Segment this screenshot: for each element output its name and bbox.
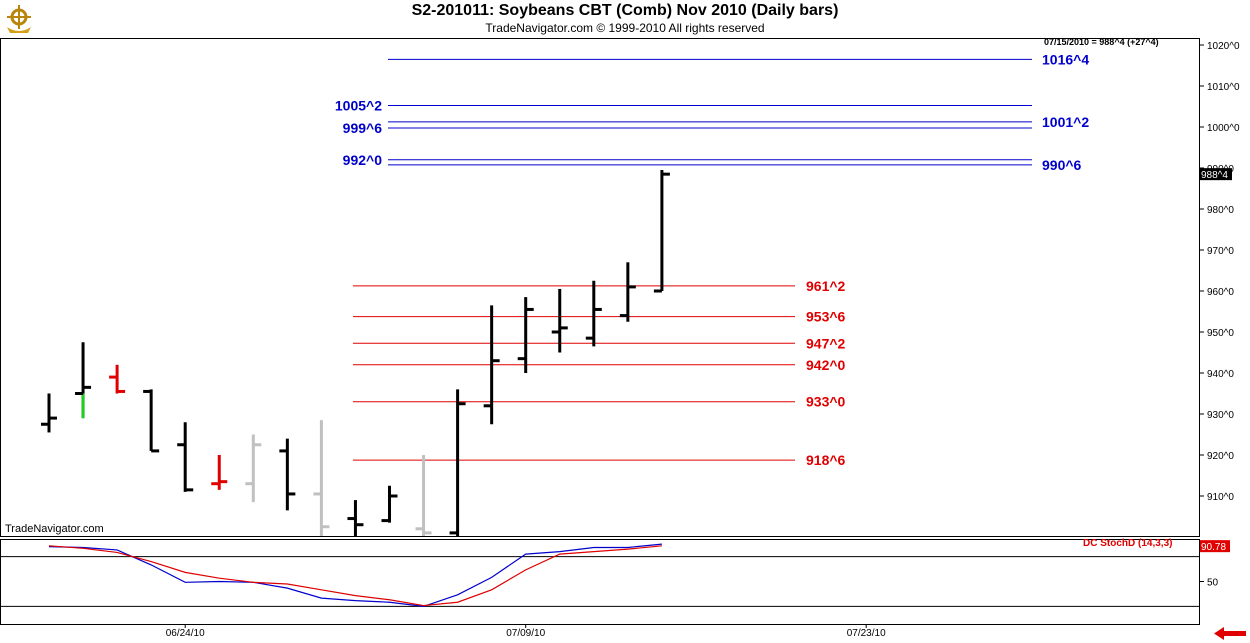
ohlc-bar bbox=[75, 342, 92, 419]
support-label: 918^6 bbox=[806, 452, 846, 468]
stochastic-value-box bbox=[1200, 540, 1230, 553]
date-axis-background bbox=[0, 625, 1250, 643]
price-tick-label: 910^0 bbox=[1207, 492, 1234, 503]
support-label: 942^0 bbox=[806, 357, 846, 373]
ohlc-bar bbox=[483, 305, 500, 425]
stochastic-line bbox=[48, 543, 662, 608]
price-readout: 07/15/2010 = 988^4 (+27^4) bbox=[1044, 37, 1159, 47]
ohlc-bar bbox=[313, 420, 330, 536]
last-price-box bbox=[1200, 168, 1232, 181]
resistance-label: 990^6 bbox=[1042, 157, 1082, 173]
chart-title: S2-201011: Soybeans CBT (Comb) Nov 2010 … bbox=[411, 2, 839, 19]
support-label: 947^2 bbox=[806, 335, 846, 351]
ohlc-bar bbox=[551, 288, 568, 353]
ohlc-bar bbox=[585, 280, 602, 347]
price-tick-label: 930^0 bbox=[1207, 410, 1234, 421]
price-tick-label: 980^0 bbox=[1207, 205, 1234, 216]
price-tick-label: 1000^0 bbox=[1207, 123, 1240, 134]
stochastic-tick-label: 50 bbox=[1207, 578, 1219, 589]
ohlc-bar bbox=[245, 434, 262, 503]
price-tick-label: 950^0 bbox=[1207, 328, 1234, 339]
resistance-label: 1016^4 bbox=[1042, 51, 1089, 67]
resistance-label: 992^0 bbox=[343, 152, 383, 168]
stochastic-line bbox=[48, 545, 662, 607]
price-tick-label: 960^0 bbox=[1207, 287, 1234, 298]
chart-header: S2-201011: Soybeans CBT (Comb) Nov 2010 … bbox=[0, 0, 1250, 38]
support-label: 961^2 bbox=[806, 278, 846, 294]
price-tick-label: 940^0 bbox=[1207, 369, 1234, 380]
date-tick-label: 07/09/10 bbox=[506, 628, 545, 639]
red-left-arrow-icon[interactable] bbox=[1212, 626, 1248, 641]
ohlc-bar bbox=[109, 364, 126, 394]
stochastic-panel: 50 90.78 bbox=[0, 540, 1230, 608]
ohlc-bar bbox=[415, 455, 432, 536]
support-label: 953^6 bbox=[806, 309, 846, 325]
ohlc-bar bbox=[449, 389, 466, 536]
ohlc-bars bbox=[41, 170, 670, 536]
date-axis: 06/24/10 07/09/10 07/23/10 bbox=[166, 624, 886, 639]
ohlc-bar bbox=[653, 170, 670, 293]
stochastic-value-label: 90.78 bbox=[1201, 542, 1226, 553]
axis-background bbox=[1200, 38, 1250, 638]
price-levels: 1016^4 1005^2 1001^2 999^6 992^0 990^6 961^2 95… bbox=[335, 51, 1089, 468]
ohlc-bar bbox=[211, 455, 228, 490]
resistance-label: 999^6 bbox=[343, 120, 383, 136]
resistance-label: 1001^2 bbox=[1042, 114, 1089, 130]
watermark: TradeNavigator.com bbox=[5, 523, 104, 535]
last-price-label: 988^4 bbox=[1201, 170, 1228, 181]
price-plot-area bbox=[0, 38, 1200, 537]
ohlc-bar bbox=[177, 422, 194, 492]
ohlc-bar bbox=[517, 297, 534, 373]
resistance-label: 1005^2 bbox=[335, 97, 382, 113]
ohlc-bar bbox=[381, 485, 398, 523]
ohlc-bar bbox=[279, 438, 296, 511]
copyright-subtitle: TradeNavigator.com © 1999-2010 All right… bbox=[485, 21, 765, 35]
support-label: 933^0 bbox=[806, 394, 846, 410]
price-tick-label: 920^0 bbox=[1207, 451, 1234, 462]
stochastic-plot-area bbox=[0, 539, 1200, 625]
ohlc-bar bbox=[619, 262, 636, 322]
price-tick-label: 1010^0 bbox=[1207, 82, 1240, 93]
ohlc-bar bbox=[41, 393, 57, 433]
ohlc-bar bbox=[347, 500, 364, 536]
date-tick-label: 07/23/10 bbox=[847, 628, 886, 639]
ohlc-bar-group bbox=[41, 170, 670, 536]
ohlc-bar bbox=[143, 389, 160, 453]
ship-wheel-logo-icon[interactable] bbox=[4, 3, 34, 35]
price-tick-label: 1020^0 bbox=[1207, 41, 1240, 52]
price-axis: 910^0 920^0 930^0 940^0 950^0 960^0 970^0 980^0… bbox=[1199, 41, 1240, 503]
date-tick-label: 06/24/10 bbox=[166, 628, 205, 639]
price-tick-label: 970^0 bbox=[1207, 246, 1234, 257]
stochastic-label: DC StochD (14,3,3) bbox=[1083, 538, 1173, 549]
